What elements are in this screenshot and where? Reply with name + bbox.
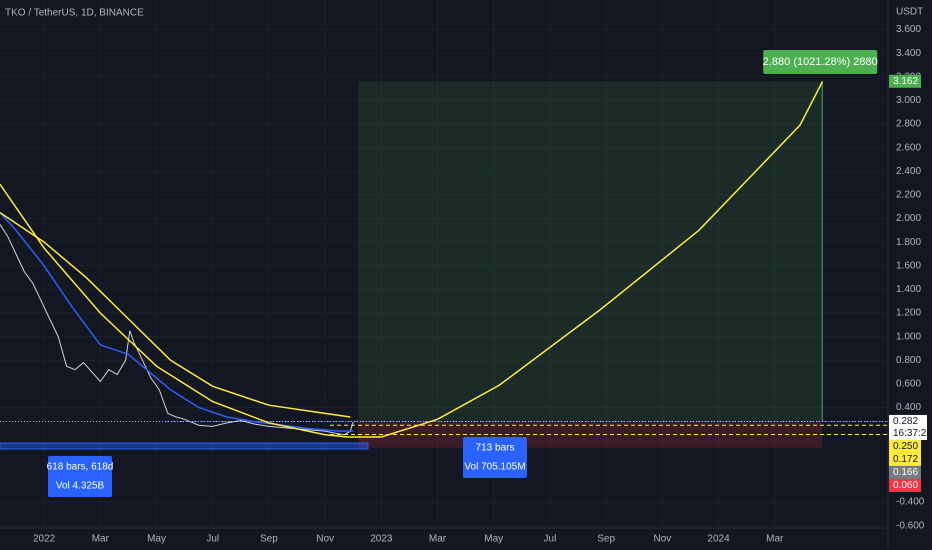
price-tag-label: 0.060 [893,480,918,491]
y-tick-label: 1.400 [896,284,921,295]
y-tick-label: 1.000 [896,331,921,342]
chart-title: TKO / TetherUS, 1D, BINANCE [5,8,144,19]
x-tick-label: 2024 [707,534,730,545]
x-tick-label: 2022 [33,534,56,545]
y-tick-label: 2.600 [896,142,921,153]
measure-box [48,456,112,497]
price-tag [889,439,921,453]
price-tag-label: 0.282 [893,416,918,427]
y-tick-label: 1.800 [896,237,921,248]
price-tag-label: 0.166 [893,467,918,478]
y-tick-label: -0.600 [896,520,925,531]
price-tag-label: 0.250 [893,441,918,452]
y-tick-label: 0.400 [896,402,921,413]
x-tick-label: Sep [597,534,615,545]
price-tag [889,465,921,479]
price-tag [889,74,921,88]
grid [0,0,888,528]
y-tick-label: 2.200 [896,190,921,201]
y-tick-label: 0.600 [896,379,921,390]
measure-label: Vol 705.105M [464,462,525,473]
y-tick-label: 3.000 [896,95,921,106]
measure-label: 618 bars, 618d [47,462,114,473]
target-label: 2.880 (1021.28%) 2880 [763,56,878,68]
target-zone [358,81,823,422]
price-tag [889,414,927,440]
series-line [0,212,354,432]
target-label-box [763,50,878,74]
x-tick-label: Sep [260,534,278,545]
measure-band [0,442,369,450]
price-tag [889,478,921,492]
x-tick-label: Jul [206,534,219,545]
x-tick-label: Mar [92,534,110,545]
x-tick-label: 2023 [370,534,393,545]
axis-unit: USDT [896,7,923,18]
measure-label: 713 bars [476,443,515,454]
y-tick-label: 2.000 [896,213,921,224]
y-tick-label: -0.400 [896,497,925,508]
price-tag-label: 3.162 [893,76,918,87]
countdown: 16:37:22 [893,428,932,439]
series-line [0,211,351,418]
x-tick-label: Jul [544,534,557,545]
series-line [0,183,348,438]
y-tick-label: 2.800 [896,119,921,130]
x-tick-label: Mar [429,534,447,545]
x-tick-label: Nov [316,534,334,545]
x-tick-label: May [147,534,166,545]
y-tick-label: 3.400 [896,48,921,59]
x-tick-label: Nov [653,534,671,545]
y-tick-label: 1.200 [896,308,921,319]
measure-box [463,437,527,478]
y-tick-label: 0.800 [896,355,921,366]
measure-label: Vol 4.325B [56,481,105,492]
y-tick-label: 1.600 [896,260,921,271]
price-tag [889,452,921,466]
plot [0,81,888,450]
series-line [347,81,824,438]
x-tick-label: Mar [766,534,784,545]
x-tick-label: May [484,534,503,545]
price-tag-label: 0.172 [893,454,918,465]
y-tick-label: 3.600 [896,24,921,35]
y-tick-label: 2.400 [896,166,921,177]
